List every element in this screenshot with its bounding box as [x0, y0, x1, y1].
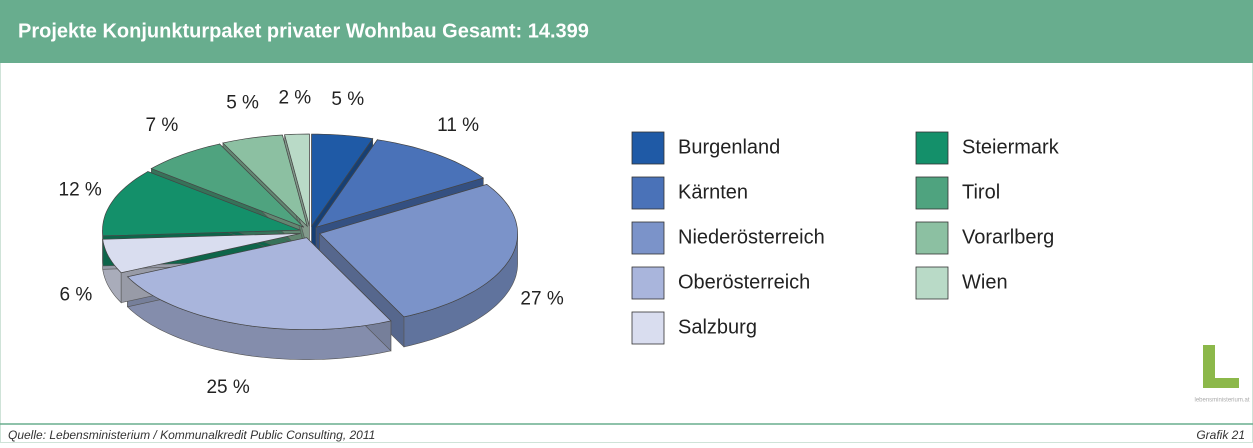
- data-label: 25 %: [206, 377, 249, 398]
- legend-label: Wien: [962, 271, 1008, 293]
- logo-text: lebensministerium.at: [1194, 398, 1249, 404]
- legend-label: Kärnten: [678, 181, 748, 203]
- logo-foot: [1203, 378, 1239, 388]
- legend-swatch: [632, 312, 664, 344]
- legend-swatch: [916, 222, 948, 254]
- legend-label: Vorarlberg: [962, 226, 1054, 248]
- legend-swatch: [916, 177, 948, 209]
- data-label: 5 %: [331, 89, 364, 110]
- data-label: 7 %: [146, 115, 179, 136]
- legend-swatch: [632, 267, 664, 299]
- data-label: 11 %: [437, 115, 479, 136]
- source: Quelle: Lebensministerium / Kommunalkred…: [8, 428, 375, 442]
- data-label: 27 %: [520, 288, 563, 309]
- figure-number: Grafik 21: [1196, 428, 1245, 442]
- legend-label: Niederösterreich: [678, 226, 825, 248]
- legend-label: Salzburg: [678, 316, 757, 338]
- legend-swatch: [632, 222, 664, 254]
- data-label: 5 %: [226, 92, 259, 113]
- data-label: 6 %: [60, 284, 93, 305]
- legend-swatch: [632, 177, 664, 209]
- legend-swatch: [916, 267, 948, 299]
- data-label: 2 %: [278, 87, 311, 108]
- legend-swatch: [916, 132, 948, 164]
- legend-label: Burgenland: [678, 136, 780, 158]
- legend-swatch: [632, 132, 664, 164]
- chart-title: Projekte Konjunkturpaket privater Wohnba…: [18, 20, 589, 42]
- legend-label: Steiermark: [962, 136, 1060, 158]
- data-label: 12 %: [59, 180, 102, 201]
- legend-label: Oberösterreich: [678, 271, 810, 293]
- legend-label: Tirol: [962, 181, 1000, 203]
